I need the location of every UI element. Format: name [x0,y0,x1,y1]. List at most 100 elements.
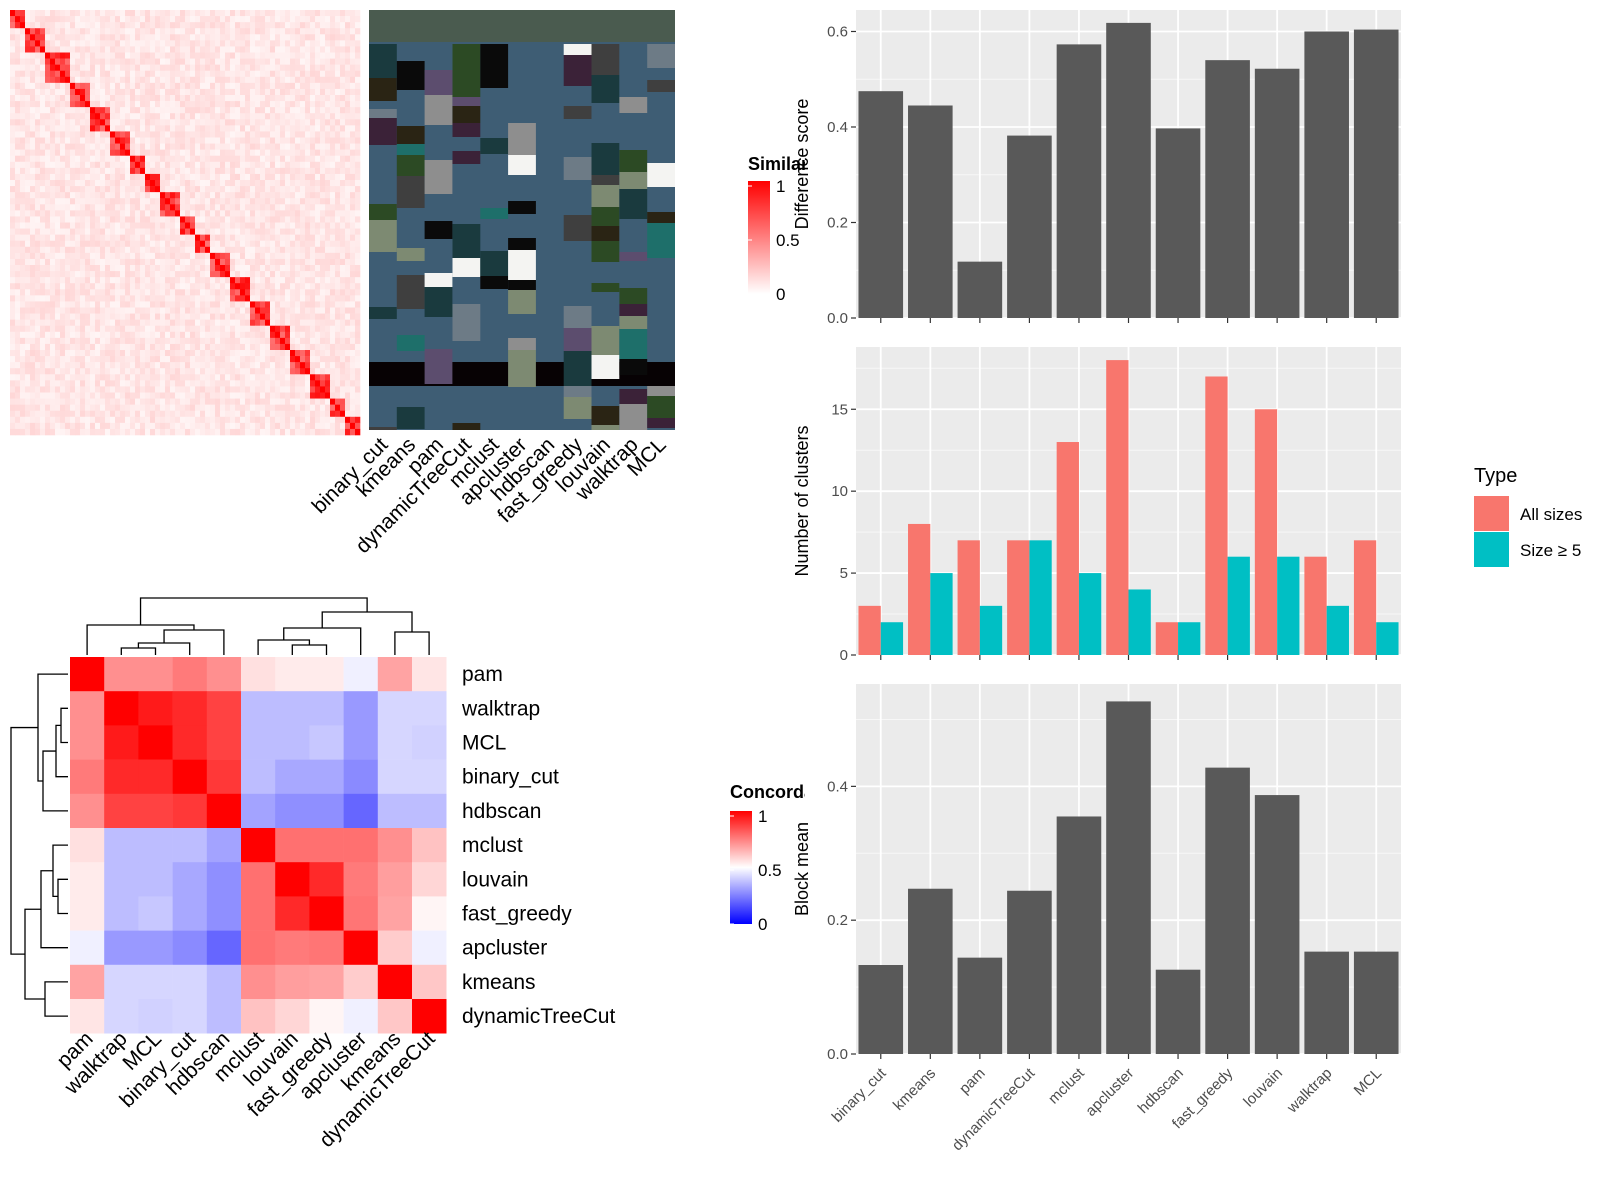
similarity-cell [280,46,286,53]
similarity-cell [40,119,46,126]
similarity-cell [340,161,346,169]
similarity-cell [345,173,351,181]
similarity-cell [220,82,226,90]
similarity-cell [120,34,126,41]
similarity-cell [185,277,191,284]
similarity-cell [310,161,316,169]
similarity-cell [125,82,131,90]
similarity-cell [115,34,121,41]
similarity-cell [165,277,171,284]
similarity-cell [275,392,281,399]
similarity-cell [150,228,156,235]
similarity-cell [315,307,321,314]
similarity-cell [175,368,181,375]
similarity-cell [90,265,96,272]
similarity-cell [320,210,326,217]
similarity-cell [50,107,56,114]
similarity-cell [120,307,126,314]
similarity-cell [75,380,81,387]
similarity-cell [160,204,166,211]
similarity-cell [300,16,306,23]
similarity-cell [300,137,306,144]
similarity-cell [315,252,321,260]
similarity-cell [225,131,231,138]
similarity-cell [55,192,61,199]
similarity-cell [130,143,136,150]
similarity-cell [150,101,156,108]
similarity-cell [110,404,116,412]
similarity-cell [285,252,291,260]
similarity-cell [105,101,111,108]
similarity-cell [70,167,76,175]
annotation-block [563,215,592,241]
similarity-cell [60,52,66,59]
similarity-cell [75,392,81,399]
similarity-cell [75,95,81,102]
similarity-cell [165,410,171,418]
similarity-cell [200,392,206,399]
similarity-cell [140,246,146,254]
similarity-cell [245,46,251,53]
similarity-cell [80,204,86,211]
similarity-cell [130,234,136,242]
similarity-cell [290,331,296,339]
similarity-cell [155,204,161,211]
similarity-cell [300,216,306,223]
similarity-cell [145,204,151,211]
similarity-cell [100,186,106,193]
similarity-cell [80,380,86,387]
similarity-cell [330,64,336,72]
similarity-cell [80,119,86,126]
similarity-cell [90,337,96,345]
similarity-cell [320,161,326,169]
similarity-cell [190,228,196,235]
similarity-cell [55,204,61,211]
similarity-cell [130,271,136,278]
annotation-block [647,396,675,418]
similarity-cell [340,398,346,405]
similarity-cell [215,107,221,114]
similarity-cell [25,131,31,138]
similarity-cell [100,337,106,345]
similarity-cell [315,22,321,29]
similarity-cell [195,173,201,181]
similarity-cell [70,64,76,72]
similarity-cell [240,301,246,308]
similarity-cell [300,101,306,108]
similarity-cell [255,40,261,47]
similarity-cell [80,295,86,302]
similarity-cell [160,410,166,418]
similarity-cell [75,204,81,211]
similarity-cell [205,301,211,308]
similarity-cell [235,301,241,308]
similarity-cell [310,307,316,314]
similarity-cell [85,277,91,284]
similarity-cell [190,362,196,369]
similarity-cell [175,325,181,333]
similarity-cell [65,246,71,254]
similarity-cell [215,52,221,59]
similarity-cell [250,210,256,217]
similarity-cell [180,416,186,424]
similarity-cell [110,95,116,102]
similarity-cell [15,295,21,302]
similarity-cell [275,131,281,138]
similarity-cell [315,362,321,369]
similarity-cell [145,192,151,199]
similarity-cell [210,368,216,375]
similarity-cell [345,186,351,193]
similarity-cell [175,70,181,78]
similarity-cell [260,258,266,266]
similarity-cell [110,422,116,430]
similarity-cell [125,246,131,254]
similarity-cell [180,374,186,381]
similarity-cell [165,167,171,175]
similarity-cell [265,161,271,169]
annotation-block [591,283,620,292]
similarity-cell [90,234,96,242]
similarity-cell [145,143,151,150]
similarity-cells [10,10,361,436]
similarity-cell [285,46,291,53]
similarity-cell [45,155,51,163]
similarity-cell [350,70,356,78]
